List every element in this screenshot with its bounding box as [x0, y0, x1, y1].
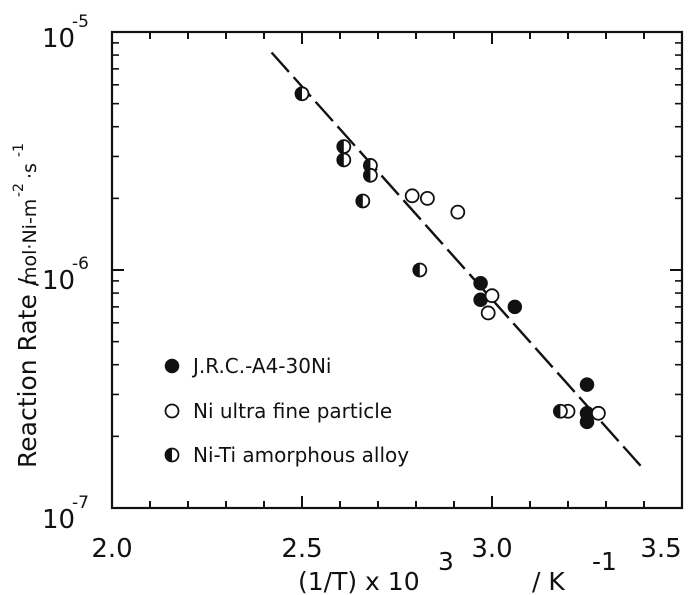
legend-label-niti: Ni-Ti amorphous alloy [193, 443, 409, 467]
y-axis-unit: mol·Ni-m -2 ·s -1 [11, 143, 41, 285]
data-point-series-1 [480, 305, 496, 321]
fit-line-group [270, 51, 645, 471]
legend-marker-open [164, 403, 180, 419]
legend: J.R.C.-A4-30Ni Ni ultra fine particle Ni… [164, 354, 409, 467]
x-tick-label-3-5: 3.5 [640, 534, 681, 564]
x-tick-label-3-0: 3.0 [471, 534, 512, 564]
svg-text:Reaction Rate /: Reaction Rate / [13, 277, 42, 468]
svg-text:10: 10 [42, 505, 75, 535]
fit-line [270, 51, 645, 471]
data-point-series-2 [412, 262, 428, 278]
svg-text:-1: -1 [11, 143, 27, 157]
svg-text:-2: -2 [11, 183, 27, 197]
data-point-series-2 [553, 403, 568, 419]
svg-text:-6: -6 [72, 254, 89, 274]
svg-text:10: 10 [42, 266, 75, 296]
data-point-series-0 [473, 275, 488, 291]
svg-text:(1/T) x 10: (1/T) x 10 [298, 567, 420, 595]
data-points [294, 86, 606, 430]
data-point-series-1 [450, 204, 466, 220]
svg-text:-7: -7 [72, 493, 89, 513]
y-tick-label-mid: 10 -6 [42, 254, 89, 296]
data-point-series-1 [591, 405, 606, 421]
svg-text:·s: ·s [19, 163, 41, 179]
data-point-series-0 [579, 414, 595, 430]
data-point-series-2 [355, 193, 371, 209]
y-axis-title: Reaction Rate / [13, 277, 42, 468]
data-point-series-2 [362, 167, 378, 183]
x-tick-label-2-5: 2.5 [281, 534, 322, 564]
svg-text:-1: -1 [592, 547, 617, 576]
legend-marker-filled [164, 358, 180, 374]
svg-text:10: 10 [42, 24, 75, 54]
data-point-series-0 [579, 377, 595, 392]
legend-marker-half [164, 447, 180, 463]
axis-ticks [111, 31, 683, 509]
data-point-series-2 [336, 139, 352, 154]
plot-frame [110, 30, 684, 510]
legend-label-jrc: J.R.C.-A4-30Ni [191, 354, 332, 378]
y-tick-label-top: 10 -5 [42, 12, 89, 54]
legend-label-ultrafine: Ni ultra fine particle [193, 399, 392, 423]
data-point-series-1 [404, 188, 420, 204]
data-point-series-1 [419, 190, 435, 206]
data-point-series-1 [484, 288, 500, 304]
x-tick-label-2-0: 2.0 [91, 534, 132, 564]
y-tick-label-bottom: 10 -7 [42, 493, 89, 535]
svg-text:mol·Ni-m: mol·Ni-m [19, 199, 41, 285]
svg-text:/ K: / K [532, 567, 565, 595]
data-point-series-2 [336, 152, 352, 168]
x-axis-title: (1/T) x 10 3 / K -1 [298, 547, 617, 595]
svg-text:-5: -5 [72, 12, 89, 32]
data-point-series-0 [507, 299, 523, 315]
svg-text:3: 3 [438, 547, 454, 576]
data-point-series-2 [294, 86, 310, 102]
